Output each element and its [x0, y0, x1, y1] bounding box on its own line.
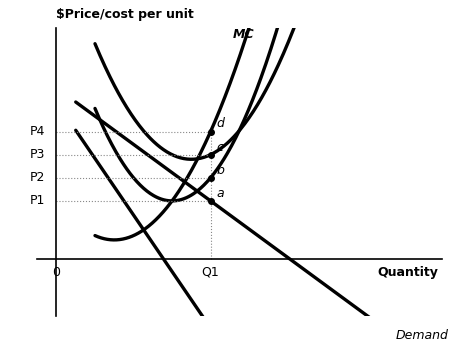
- Text: P1: P1: [30, 194, 45, 207]
- Text: a: a: [216, 187, 224, 200]
- Text: Quantity: Quantity: [377, 266, 438, 279]
- Text: d: d: [216, 117, 224, 130]
- Text: $Price/cost per unit: $Price/cost per unit: [56, 8, 194, 21]
- Text: 0: 0: [53, 266, 60, 279]
- Text: P3: P3: [30, 148, 45, 161]
- Text: MC: MC: [232, 28, 254, 41]
- Text: Demand: Demand: [396, 330, 448, 343]
- Text: P4: P4: [30, 125, 45, 138]
- Text: P2: P2: [30, 171, 45, 184]
- Text: Q1: Q1: [202, 266, 219, 279]
- Text: b: b: [216, 164, 224, 176]
- Text: c: c: [216, 140, 223, 153]
